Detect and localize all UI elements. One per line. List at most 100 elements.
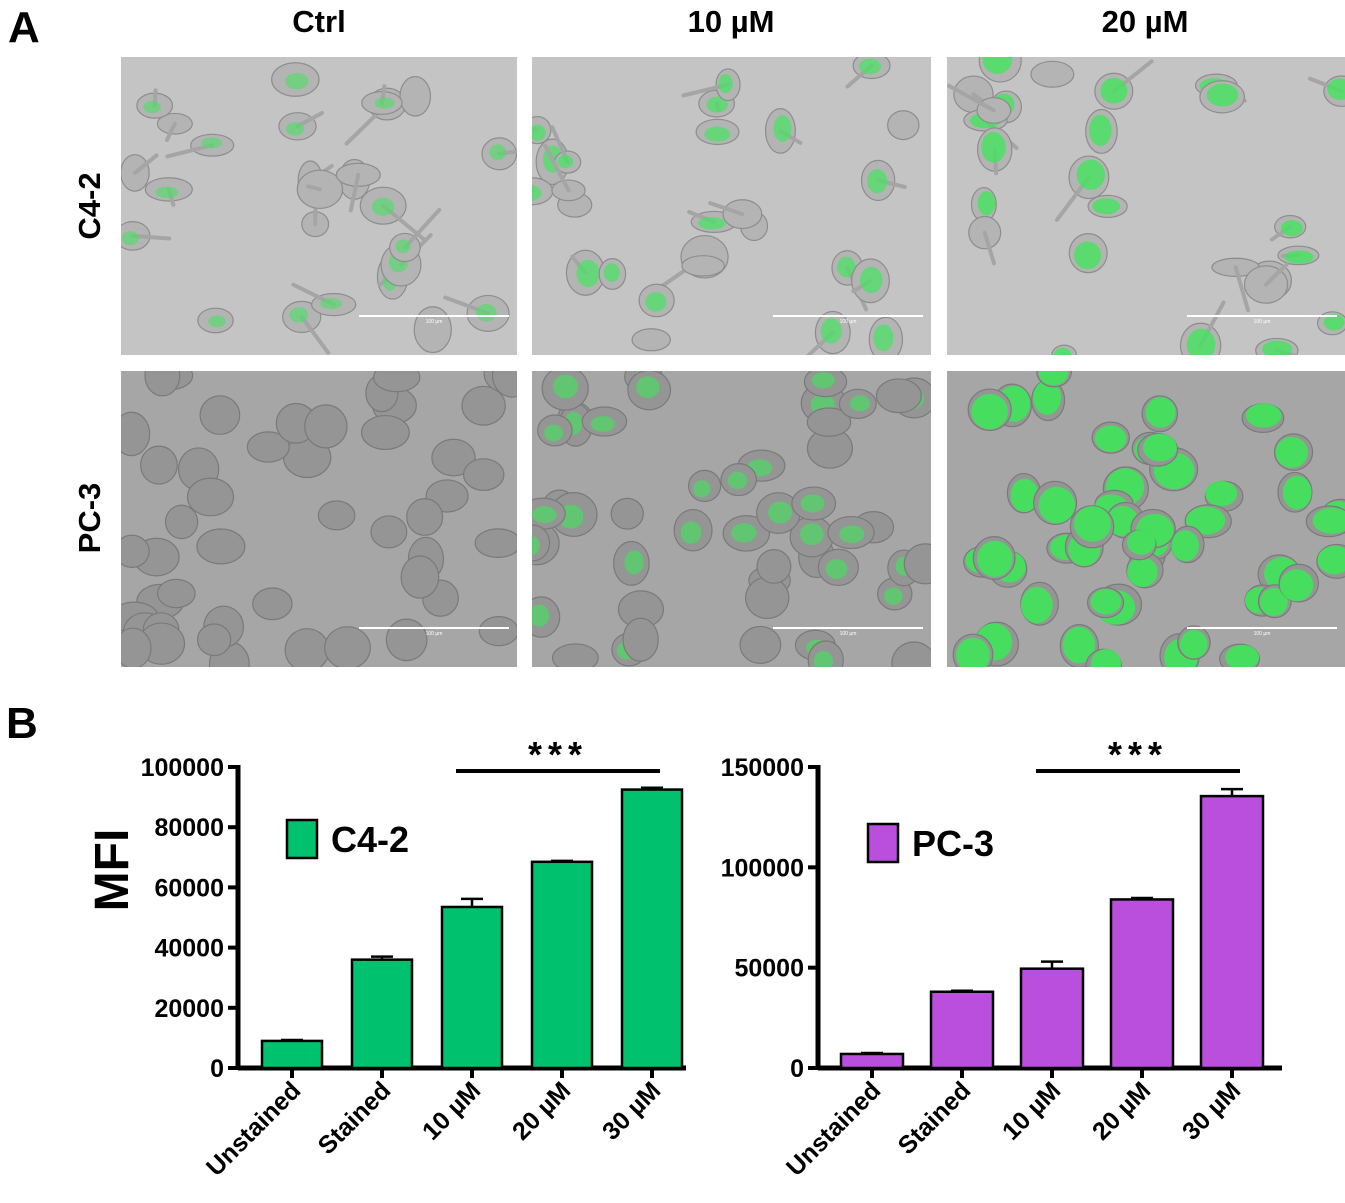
panel-b-label: B — [6, 699, 38, 748]
micrograph-image — [947, 57, 1345, 355]
fluorescent-spot — [811, 372, 835, 389]
fluorescent-spot — [873, 324, 894, 352]
fluorescent-spot — [1062, 626, 1096, 664]
bar-0 — [839, 1052, 905, 1070]
scale-bar — [359, 315, 509, 317]
cell — [1030, 60, 1075, 88]
column-header-10um: 10 µM — [687, 4, 775, 39]
fluorescent-spot — [1038, 371, 1069, 386]
fluorescent-spot — [1145, 397, 1176, 428]
x-tick-label: Unstained — [201, 1076, 306, 1181]
cell-process — [164, 121, 177, 142]
fluorescent-spot — [1089, 114, 1112, 146]
fluorescent-spot — [1100, 77, 1128, 104]
fluorescent-spot — [285, 122, 305, 136]
bar-2 — [1019, 967, 1085, 1070]
y-tick-label: 80000 — [154, 814, 224, 842]
significance-stars: *** — [1108, 734, 1168, 775]
cell — [461, 385, 506, 426]
fluorescent-spot — [590, 416, 615, 432]
bar-4 — [1199, 794, 1265, 1070]
fluorescent-spot — [1033, 380, 1062, 415]
x-tick-label: 30 µM — [1177, 1076, 1246, 1145]
fluorescent-spot — [1262, 340, 1293, 355]
fluorescent-spot — [1280, 220, 1303, 237]
fluorescent-spot — [624, 550, 644, 575]
x-tick-label: Stained — [893, 1076, 977, 1160]
fluorescent-spot — [1076, 159, 1106, 190]
fluorescent-spot — [799, 523, 824, 546]
fluorescent-spot — [727, 471, 748, 490]
fluorescent-spot — [552, 374, 579, 399]
cell — [284, 628, 330, 667]
bar-3 — [530, 860, 594, 1070]
panel-a-label: A — [8, 3, 40, 52]
fluorescent-spot — [532, 604, 550, 627]
cell — [399, 75, 432, 117]
fluorescent-spot — [532, 506, 557, 524]
fluorescent-spot — [982, 57, 1013, 74]
cell — [196, 528, 246, 565]
fluorescent-spot — [1073, 506, 1111, 542]
fluorescent-spot — [1179, 629, 1208, 659]
fluorescent-spot — [693, 480, 711, 498]
cell — [121, 627, 152, 667]
fluorescent-spot — [1259, 588, 1288, 617]
fluorescent-spot — [1312, 507, 1345, 534]
column-header-20um: 20 µM — [1101, 4, 1189, 39]
fluorescent-spot — [1126, 529, 1156, 555]
x-tick-label: Unstained — [781, 1076, 886, 1181]
scale-bar-label: 100 µm — [425, 631, 443, 637]
cell — [186, 477, 235, 517]
fluorescent-spot — [981, 131, 1006, 163]
cell — [252, 587, 293, 621]
cell — [806, 407, 852, 437]
cell — [681, 255, 725, 277]
fluorescent-spot — [837, 256, 856, 278]
cell — [622, 617, 659, 662]
c42-mfi-bar-chart: 0 20000 40000 60000 80000 100000 Unstained Stai… — [86, 734, 686, 1182]
fluorescent-spot — [1186, 506, 1226, 535]
x-tick-label: 10 µM — [997, 1076, 1066, 1145]
cell — [324, 626, 371, 667]
cell — [156, 578, 196, 609]
cell — [317, 500, 356, 531]
micrograph-c4-2-2 — [947, 57, 1345, 355]
pc3-mfi-bar-chart: 0 50000 100000 150000 Unstained Stained 10 µM 2… — [721, 734, 1282, 1182]
fluorescent-spot — [1020, 586, 1053, 624]
cell — [400, 555, 440, 599]
cell-process — [947, 83, 996, 113]
cell — [304, 404, 348, 449]
fluorescent-spot — [544, 424, 563, 442]
cell-process — [348, 172, 361, 213]
y-tick-label: 0 — [790, 1055, 804, 1083]
fluorescent-spot — [576, 259, 600, 288]
micrograph-pc-3-1 — [532, 371, 931, 667]
fluorescent-spot — [825, 559, 848, 579]
fluorescent-spot — [285, 72, 309, 90]
cell — [121, 534, 150, 568]
fluorescent-spot — [977, 540, 1013, 578]
cell — [246, 431, 290, 463]
fluorescent-spot — [1038, 486, 1075, 524]
fluorescent-spot — [1275, 436, 1308, 468]
cell-process — [542, 143, 571, 193]
fluorescent-spot — [155, 186, 179, 199]
fluorescent-spot — [1127, 557, 1158, 588]
cell — [756, 549, 792, 584]
fluorescent-spot — [867, 169, 888, 194]
scale-bar-label: 100 µm — [839, 631, 857, 637]
fluorescent-spot — [813, 650, 834, 667]
fluorescent-spot — [768, 501, 792, 524]
fluorescent-spot — [1010, 478, 1039, 513]
fluorescent-spot — [532, 185, 542, 201]
fluorescent-spot — [1206, 83, 1239, 107]
cell-process — [1233, 265, 1251, 313]
micrograph-pc-3-2 — [947, 371, 1345, 667]
fluorescent-spot — [800, 494, 825, 513]
cell-process — [982, 230, 996, 266]
fluorescent-spot — [1090, 649, 1122, 667]
fluorescent-spot — [1327, 78, 1345, 100]
fluorescent-spot — [143, 100, 161, 114]
cell — [164, 504, 199, 540]
